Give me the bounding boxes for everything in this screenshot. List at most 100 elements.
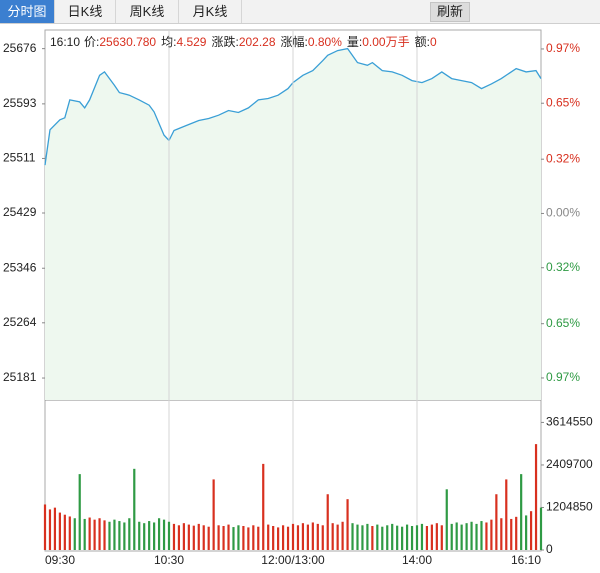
volume-bar [272,526,275,550]
volume-bar [425,526,429,550]
info-label: 量: [346,35,363,49]
volume-bar [381,526,384,550]
volume-bar [143,523,146,550]
volume-bar [113,519,116,550]
volume-bar [277,527,280,550]
volume-bar [430,524,433,550]
volume-bar [465,523,468,550]
volume-bar [192,525,195,550]
volume-bar [470,521,473,550]
tab[interactable]: 分时图 [0,0,55,23]
volume-bar [202,525,205,550]
volume-bar [515,516,518,550]
volume-bar [490,519,493,550]
info-label: 涨跌: [211,35,239,49]
tab[interactable]: 周K线 [116,0,179,23]
y-tick-label: 25264 [3,315,37,329]
y-tick-label: 25429 [3,205,37,219]
y-tick-label: 1204850 [546,500,593,514]
y2-tick-label: 0.65% [546,95,580,109]
y-tick-label: 2409700 [546,457,593,471]
y2-tick-label: 0.97% [546,41,580,55]
volume-bar [197,523,200,550]
volume-bar [306,524,309,550]
volume-bar [227,524,230,550]
info-label: 均: [161,35,177,49]
volume-bar [520,474,523,550]
volume-bar [445,489,448,550]
volume-bar [108,521,111,550]
volume-bar [177,525,181,550]
x-tick-label: 16:10 [511,553,541,567]
volume-bar [281,525,285,550]
volume-bar [356,524,359,550]
info-value: 4.529 [176,35,207,49]
info-value: 25630.780 [99,35,157,49]
volume-bar [63,514,66,550]
y-tick-label: 25593 [3,96,37,110]
y-tick-label: 25511 [3,151,36,165]
volume-bar [128,518,131,550]
volume-bar [43,504,47,550]
volume-bar [98,518,101,550]
info-label: 额: [414,35,430,49]
volume-bar [162,519,166,550]
volume-bar [391,523,394,550]
volume-bar [505,479,508,550]
volume-bar [207,526,210,550]
y-tick-label: 25676 [3,41,37,55]
volume-bar [326,494,329,550]
y-tick-label: 25346 [3,260,37,274]
volume-bar [316,523,319,550]
volume-bar [296,525,300,550]
tab[interactable]: 月K线 [179,0,242,23]
volume-bar [212,479,215,550]
volume-bar [153,522,156,550]
volume-bar [321,525,324,550]
x-tick-label: 12:00/13:00 [261,553,325,567]
price-line [44,47,542,166]
volume-bar [148,521,151,550]
volume-bar [341,521,344,550]
volume-bar [450,523,453,550]
y2-tick-label: 0.65% [546,316,580,330]
volume-bar [500,518,503,550]
volume-bar [480,521,483,550]
volume-bar [222,526,225,550]
volume-bar [247,527,250,550]
info-value: 202.28 [238,35,276,49]
volume-bar [301,523,305,550]
volume-bar [78,474,81,550]
volume-bar [361,525,364,550]
volume-bar [138,521,141,550]
info-value: 0.00万手 [362,35,410,49]
volume-bar [311,522,314,550]
info-label: 价: [84,35,100,49]
volume-bar [157,518,161,550]
x-tick-label: 10:30 [154,553,184,567]
volume-bar [252,525,255,550]
volume-bar [336,524,339,550]
y2-tick-label: 0.00% [546,206,580,220]
volume-bar [242,526,245,550]
volume-bar [267,524,270,550]
volume-bar [93,519,96,550]
volume-bar [460,524,463,550]
volume-bar [133,468,136,550]
volume-bar [539,507,543,550]
refresh-button[interactable]: 刷新 [430,2,470,22]
volume-bar [415,525,419,550]
info-time: 16:10 [50,35,81,49]
volume-bar [420,523,424,550]
volume-bar [232,527,235,550]
volume-bar [495,494,498,550]
volume-bar [371,526,374,550]
volume-bar [331,523,334,550]
volume-bar [410,526,414,550]
tab[interactable]: 日K线 [55,0,116,23]
info-value: 0.80% [307,35,342,49]
volume-bar [534,444,538,550]
y-tick-label: 3614550 [546,415,593,429]
volume-bar [396,525,399,550]
